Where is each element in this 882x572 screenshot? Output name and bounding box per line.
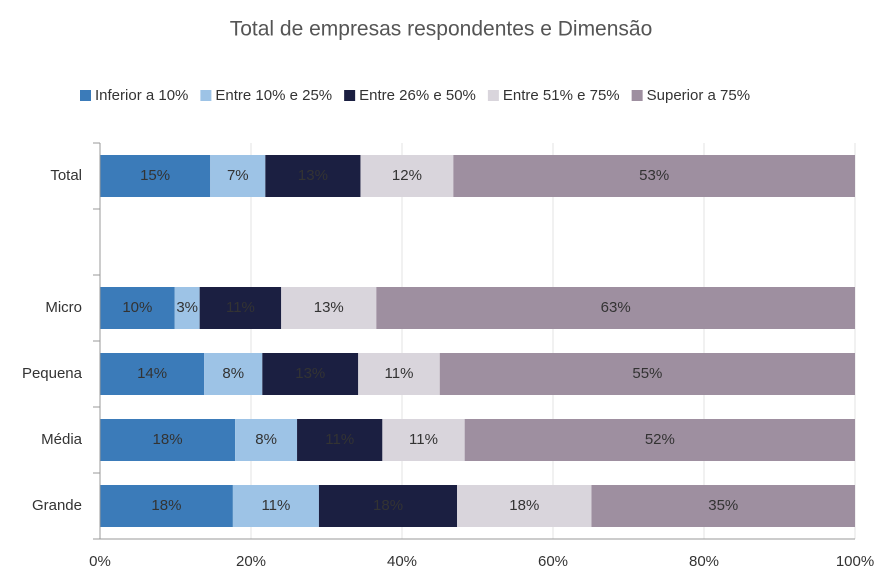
data-label: 12% [392,167,422,184]
chart-title: Total de empresas respondentes e Dimensã… [230,18,653,41]
y-tick-label: Micro [45,299,82,316]
bar-segment [100,485,233,527]
data-label: 18% [153,431,183,448]
data-label: 13% [295,365,325,382]
bar-segment [591,485,855,527]
bar-segment [100,353,205,395]
data-label: 52% [645,431,675,448]
data-label: 7% [227,167,249,184]
bar-segment [358,353,440,395]
data-label: 13% [298,167,328,184]
data-label: 11% [226,299,255,316]
data-label: 10% [122,299,152,316]
data-label: 14% [137,365,167,382]
bar-segment [100,287,175,329]
data-label: 35% [708,497,738,514]
bar-segment [297,419,383,461]
axis: 0% 20% 40% 60% 80% 100% Total Micro Pequena Média… [22,142,874,570]
legend-swatch [200,90,212,101]
x-tick-label: 80% [689,553,719,570]
x-tick-label: 100% [836,553,874,570]
data-label: 18% [151,497,181,514]
legend-label: Entre 10% e 25% [215,87,332,104]
legend-swatch [631,90,643,101]
bar-segment [382,419,465,461]
legend-swatch [80,90,91,101]
data-label: 11% [325,431,354,448]
data-label: 3% [176,299,198,316]
data-label: 11% [385,365,414,382]
legend-label: Superior a 75% [647,87,750,104]
x-tick-label: 20% [236,553,266,570]
legend-swatch [487,90,499,101]
bar-segment [318,485,458,527]
bar-segment [199,287,282,329]
data-label: 55% [632,365,662,382]
data-label: 13% [314,299,344,316]
bar-segment [174,287,200,329]
x-tick-label: 0% [89,553,111,570]
x-tick-label: 60% [538,553,568,570]
y-tick-label: Média [41,431,83,448]
data-label: 53% [639,167,669,184]
data-label: 8% [255,431,277,448]
legend: Inferior a 10% Entre 10% e 25% Entre 26% e… [80,87,750,104]
data-label: 11% [409,431,438,448]
bar-segment [232,485,319,527]
bar-segment [457,485,592,527]
data-label: 8% [222,365,244,382]
bar-segment [464,419,855,461]
bar-segment [100,155,211,197]
bar-segment [453,155,855,197]
y-tick-label: Total [50,167,82,184]
y-tick-label: Pequena [22,365,83,382]
bar-segment [265,155,361,197]
bar-segment [235,419,298,461]
bar-segment [210,155,266,197]
bars: 15% 7% 13% 12% 53% 10% 3% 11% 13% 63% 14% 8% 13% 11% 5… [100,155,855,527]
data-label: 11% [261,497,290,514]
legend-label: Inferior a 10% [95,87,188,104]
y-tick-label: Grande [32,497,82,514]
x-tick-label: 40% [387,553,417,570]
bar-segment [360,155,454,197]
bar-segment [262,353,359,395]
bar-segment [281,287,377,329]
bar-segment [204,353,263,395]
bar-segment [376,287,855,329]
grid [99,143,856,539]
bar-segment [100,419,236,461]
legend-swatch [344,90,356,101]
data-label: 63% [601,299,631,316]
data-label: 18% [509,497,539,514]
data-label: 15% [140,167,170,184]
bar-segment [439,353,855,395]
data-label: 18% [373,497,403,514]
legend-label: Entre 51% e 75% [503,87,620,104]
legend-label: Entre 26% e 50% [359,87,476,104]
